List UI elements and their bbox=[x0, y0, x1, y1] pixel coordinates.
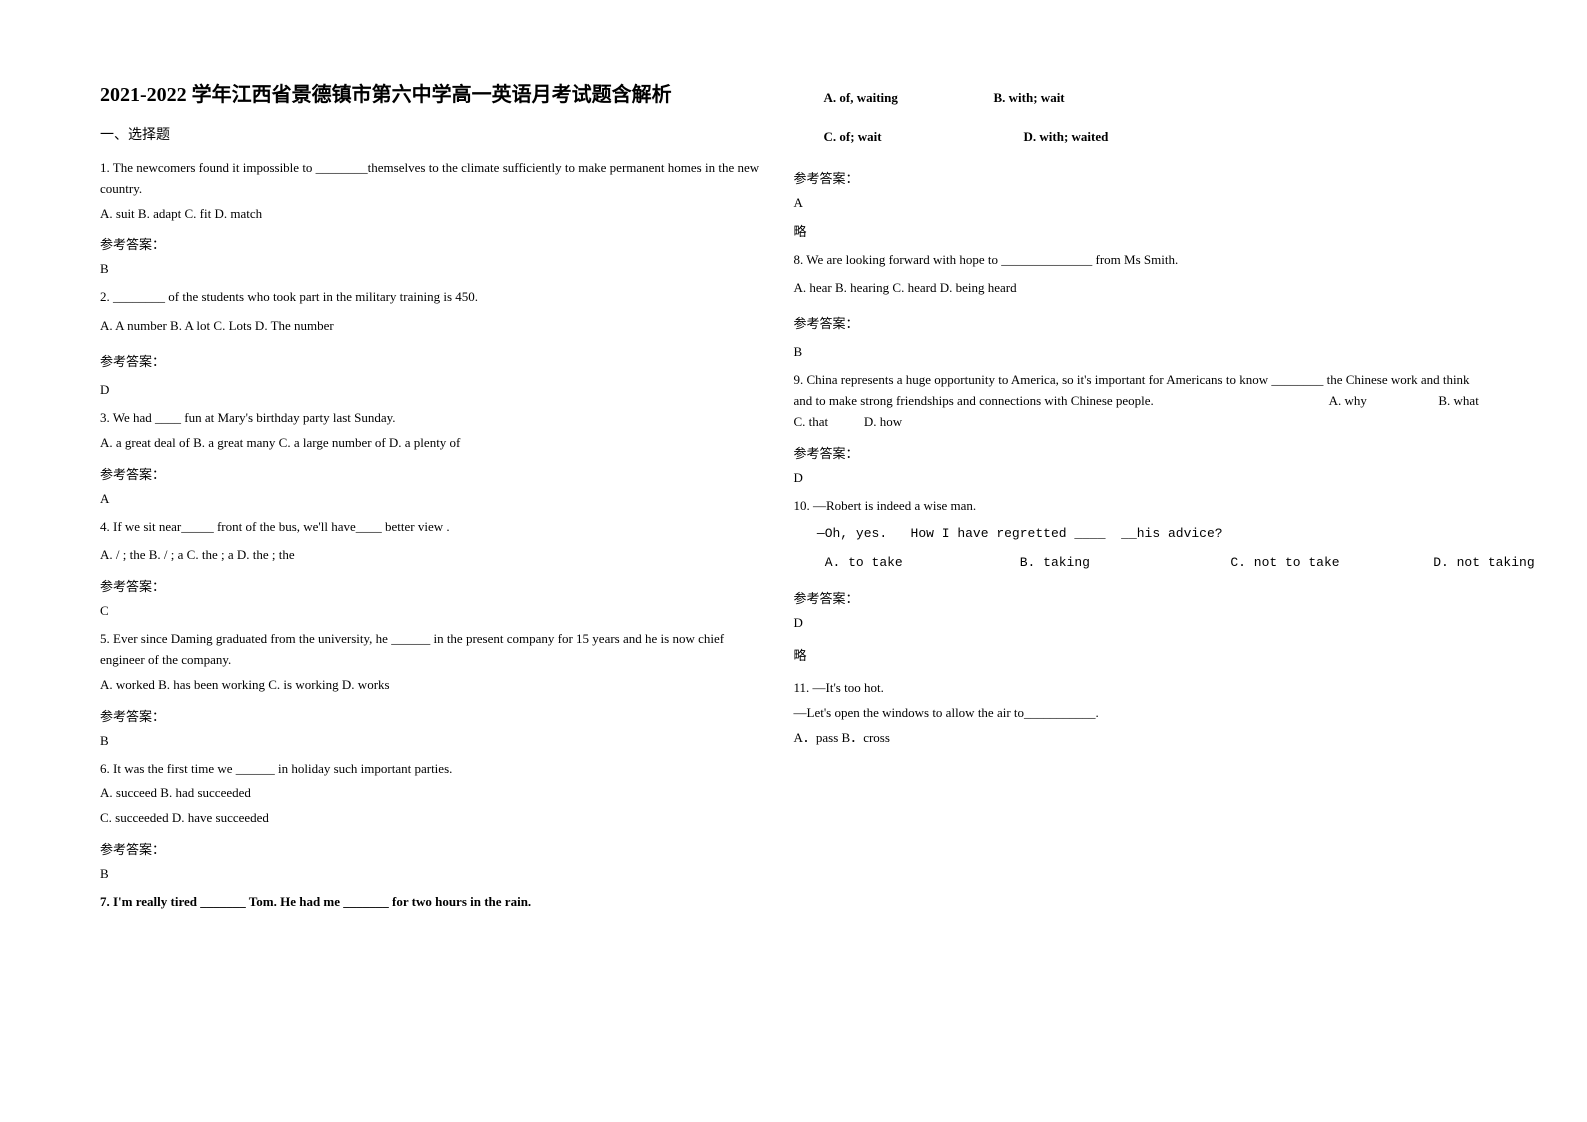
q6-anslabel: 参考答案： bbox=[100, 839, 764, 858]
q10-anslabel: 参考答案： bbox=[794, 588, 1488, 607]
q10-ans: D bbox=[794, 615, 1488, 631]
q6-opts1: A. succeed B. had succeeded bbox=[100, 783, 764, 804]
q10-opts: A. to take B. taking C. not to take D. n… bbox=[794, 553, 1488, 574]
q6-ans: B bbox=[100, 866, 764, 882]
q11-text: 11. —It's too hot. bbox=[794, 678, 1488, 699]
q11-line2: —Let's open the windows to allow the air… bbox=[794, 703, 1488, 724]
q4-opts: A. / ; the B. / ; a C. the ; a D. the ; … bbox=[100, 545, 764, 566]
q8-anslabel: 参考答案： bbox=[794, 313, 1488, 332]
q1-text: 1. The newcomers found it impossible to … bbox=[100, 158, 764, 200]
q10-line2: —Oh, yes. How I have regretted ____ __hi… bbox=[794, 524, 1488, 545]
q10-extra: 略 bbox=[794, 645, 1488, 664]
q10-text: 10. —Robert is indeed a wise man. bbox=[794, 496, 1488, 517]
right-column: A. of, waiting B. with; wait C. of; wait… bbox=[794, 80, 1488, 1082]
q7-text: 7. I'm really tired _______ Tom. He had … bbox=[100, 892, 764, 913]
q5-anslabel: 参考答案： bbox=[100, 706, 764, 725]
q3-opts: A. a great deal of B. a great many C. a … bbox=[100, 433, 764, 454]
q4-ans: C bbox=[100, 603, 764, 619]
left-column: 2021-2022 学年江西省景德镇市第六中学高一英语月考试题含解析 一、选择题… bbox=[100, 80, 764, 1082]
q7-anslabel: 参考答案： bbox=[794, 168, 1488, 187]
q8-opts: A. hear B. hearing C. heard D. being hea… bbox=[794, 278, 1488, 299]
q6-opts2: C. succeeded D. have succeeded bbox=[100, 808, 764, 829]
section-header: 一、选择题 bbox=[100, 124, 764, 144]
q1-ans: B bbox=[100, 261, 764, 277]
q8-ans: B bbox=[794, 344, 1488, 360]
q7-optD: D. with; waited bbox=[1024, 127, 1109, 148]
q6-text: 6. It was the first time we ______ in ho… bbox=[100, 759, 764, 780]
q3-text: 3. We had ____ fun at Mary's birthday pa… bbox=[100, 408, 764, 429]
q9-text: 9. China represents a huge opportunity t… bbox=[794, 370, 1488, 432]
q7-optC: C. of; wait bbox=[794, 127, 1024, 148]
q5-opts: A. worked B. has been working C. is work… bbox=[100, 675, 764, 696]
page-title: 2021-2022 学年江西省景德镇市第六中学高一英语月考试题含解析 bbox=[100, 80, 764, 110]
q11-opts: A．pass B．cross bbox=[794, 728, 1488, 749]
q4-text: 4. If we sit near_____ front of the bus,… bbox=[100, 517, 764, 538]
q2-anslabel: 参考答案： bbox=[100, 351, 764, 370]
q1-opts: A. suit B. adapt C. fit D. match bbox=[100, 204, 764, 225]
q5-ans: B bbox=[100, 733, 764, 749]
q2-ans: D bbox=[100, 382, 764, 398]
q2-opts: A. A number B. A lot C. Lots D. The numb… bbox=[100, 316, 764, 337]
q7-optA: A. of, waiting bbox=[794, 88, 994, 109]
q9-ans: D bbox=[794, 470, 1488, 486]
q7-extra: 略 bbox=[794, 221, 1488, 240]
q4-anslabel: 参考答案： bbox=[100, 576, 764, 595]
q8-text: 8. We are looking forward with hope to _… bbox=[794, 250, 1488, 271]
q3-ans: A bbox=[100, 491, 764, 507]
q2-text: 2. ________ of the students who took par… bbox=[100, 287, 764, 308]
q5-text: 5. Ever since Daming graduated from the … bbox=[100, 629, 764, 671]
q9-anslabel: 参考答案： bbox=[794, 443, 1488, 462]
q7-ans: A bbox=[794, 195, 1488, 211]
q7-optB: B. with; wait bbox=[994, 88, 1065, 109]
q1-anslabel: 参考答案： bbox=[100, 234, 764, 253]
q3-anslabel: 参考答案： bbox=[100, 464, 764, 483]
